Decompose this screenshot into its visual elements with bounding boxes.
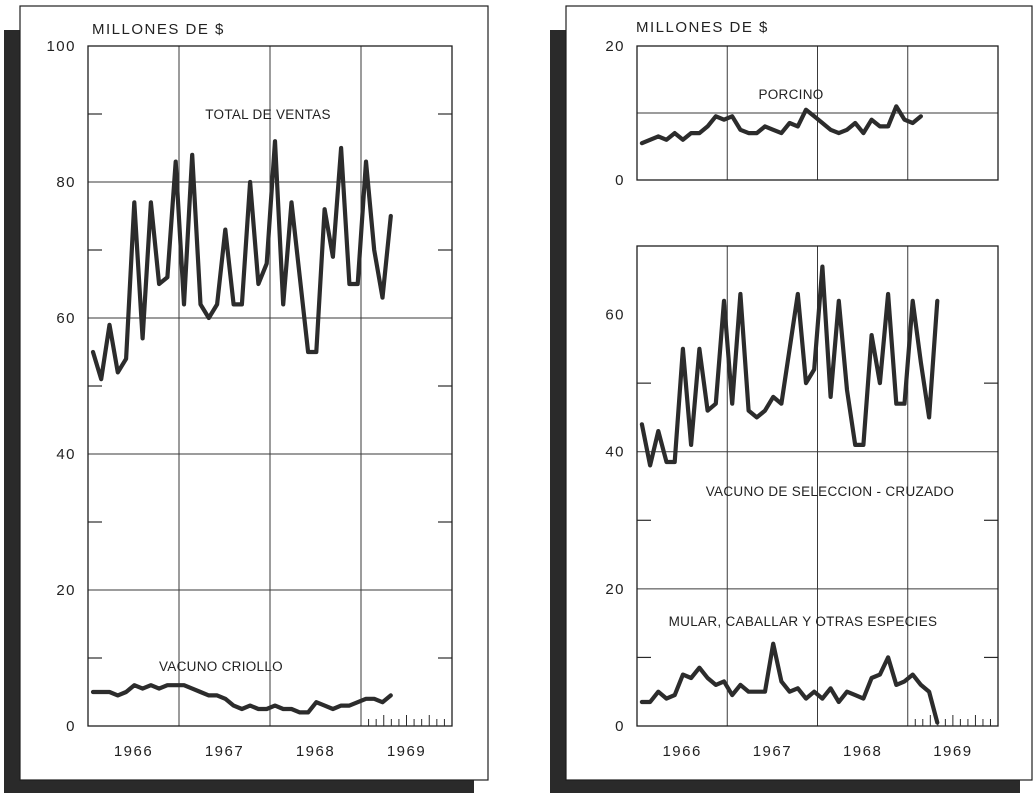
y-tick-label: 0 — [615, 172, 625, 189]
series-line-0 — [639, 104, 923, 146]
x-tick-label: 1967 — [753, 743, 792, 760]
series-label: MULAR, CABALLAR Y OTRAS ESPECIES — [669, 614, 938, 629]
left-plot: 0 20 40 60 80 100 1966 1967 1968 1969 TOTAL DE VEN… — [46, 38, 453, 760]
left-unit-label: MILLONES DE $ — [92, 21, 225, 38]
series-line-0 — [639, 264, 940, 468]
x-tick-label: 1968 — [843, 743, 882, 760]
y-tick-label: 0 — [66, 718, 76, 735]
x-tick-label: 1969 — [387, 743, 426, 760]
x-tick-label: 1966 — [662, 743, 701, 760]
series-label: TOTAL DE VENTAS — [205, 107, 331, 122]
y-tick-label: 20 — [56, 582, 76, 599]
left-panel: MILLONES DE $ 0 20 40 60 80 100 1966 1967 1968 19… — [4, 5, 489, 793]
plot-frame — [636, 245, 999, 727]
right-top-plot: 0 20 PORCINO — [605, 38, 999, 189]
right-panel: MILLONES DE $ 0 20 PORCINO 0 20 40 60 1966 1967… — [550, 5, 1033, 793]
y-tick-label: 20 — [605, 38, 625, 55]
series-label: PORCINO — [758, 87, 823, 102]
x-tick-label: 1969 — [933, 743, 972, 760]
x-tick-label: 1967 — [205, 743, 244, 760]
series-label: VACUNO DE SELECCION - CRUZADO — [706, 484, 954, 499]
y-tick-label: 60 — [605, 307, 625, 324]
right-bottom-plot: 0 20 40 60 1966 1967 1968 1969 VACUNO DE SELECCI… — [605, 245, 999, 760]
left-panel-paper — [19, 5, 489, 781]
x-tick-label: 1966 — [114, 743, 153, 760]
right-unit-label: MILLONES DE $ — [636, 19, 769, 36]
y-tick-label: 80 — [56, 174, 76, 191]
plot-frame — [636, 45, 999, 181]
y-tick-label: 40 — [605, 444, 625, 461]
y-tick-label: 40 — [56, 446, 76, 463]
plot-frame — [87, 45, 453, 727]
x-tick-label: 1968 — [296, 743, 335, 760]
y-tick-label: 0 — [615, 718, 625, 735]
series-line-0 — [90, 139, 393, 382]
y-tick-label: 100 — [46, 38, 76, 55]
right-panel-paper — [565, 5, 1033, 781]
y-tick-label: 20 — [605, 581, 625, 598]
series-label: VACUNO CRIOLLO — [159, 659, 283, 674]
series-line-1 — [90, 683, 393, 715]
series-line-1 — [639, 641, 940, 725]
y-tick-label: 60 — [56, 310, 76, 327]
